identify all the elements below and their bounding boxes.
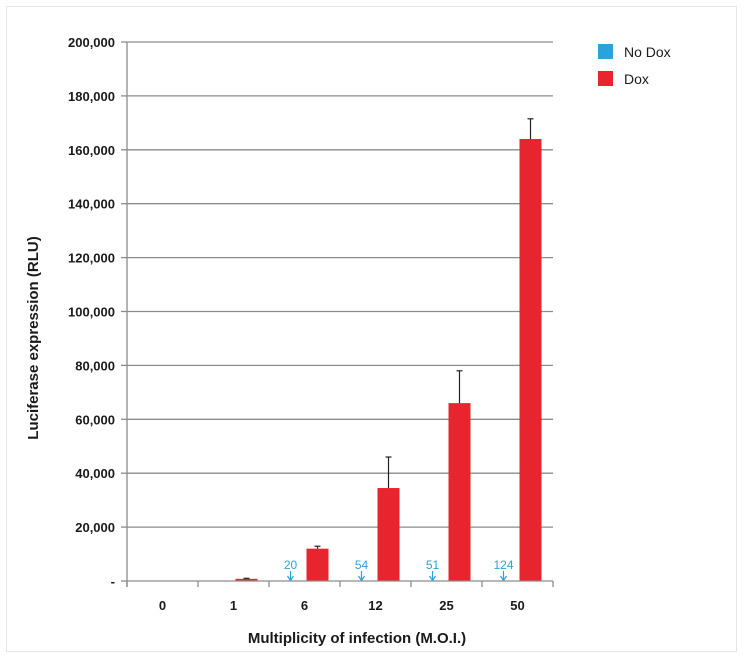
bar-dox (448, 403, 471, 581)
y-tick-label: 200,000 (68, 35, 115, 50)
legend-swatch-dox (598, 71, 613, 86)
gridlines (121, 41, 553, 582)
no-dox-value-label: 54 (355, 558, 369, 572)
x-tick-labels: 0 1 6 12 25 50 (159, 598, 525, 613)
axes (126, 42, 554, 587)
y-tick-label: 20,000 (75, 520, 115, 535)
y-tick-label: 60,000 (75, 412, 115, 427)
no-dox-value-label: 20 (284, 558, 298, 572)
y-tick-label: 80,000 (75, 358, 115, 373)
x-tick-label: 6 (301, 598, 308, 613)
chart-frame (6, 6, 737, 652)
bars (235, 118, 542, 581)
y-tick-label: 40,000 (75, 466, 115, 481)
no-dox-value-label: 51 (426, 558, 440, 572)
y-tick-label: 100,000 (68, 305, 115, 320)
legend-swatch-no-dox (598, 44, 613, 59)
bar-dox (377, 488, 400, 581)
legend-label-dox: Dox (624, 71, 649, 87)
legend: No Dox Dox (598, 44, 671, 87)
y-tick-label: - (111, 574, 115, 589)
x-axis-title: Multiplicity of infection (M.O.I.) (248, 630, 466, 647)
y-tick-label: 140,000 (68, 197, 115, 212)
bar-dox (306, 548, 329, 581)
y-tick-label: 160,000 (68, 143, 115, 158)
bar-dox (519, 139, 542, 581)
y-axis-title: Luciferase expression (RLU) (25, 236, 42, 439)
y-tick-labels: - 20,000 40,000 60,000 80,000 100,000 120,000 1… (68, 35, 115, 589)
no-dox-value-label: 124 (493, 558, 513, 572)
bar-dox (235, 578, 258, 581)
y-tick-label: 120,000 (68, 251, 115, 266)
legend-label-no-dox: No Dox (624, 44, 671, 60)
y-tick-label: 180,000 (68, 89, 115, 104)
x-tick-label: 50 (510, 598, 524, 613)
x-tick-label: 12 (368, 598, 382, 613)
x-tick-label: 1 (230, 598, 237, 613)
x-tick-label: 0 (159, 598, 166, 613)
x-tick-label: 25 (439, 598, 453, 613)
